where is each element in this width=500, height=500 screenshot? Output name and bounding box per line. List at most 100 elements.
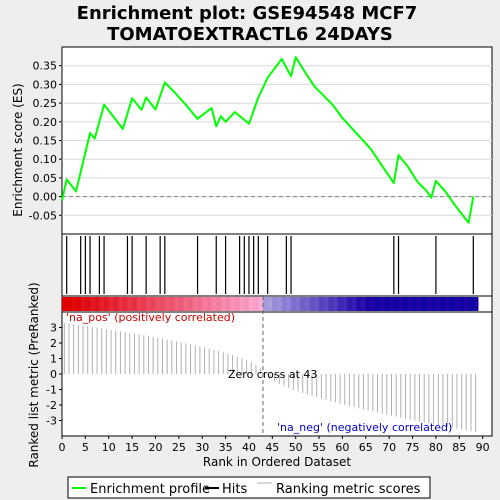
x-tick-label: 65 bbox=[359, 441, 373, 454]
metric-y-tick-label: -1 bbox=[46, 384, 57, 397]
zero-cross-label: Zero cross at 43 bbox=[228, 368, 317, 381]
color-bar-cell bbox=[192, 297, 199, 311]
color-bar-cell bbox=[384, 297, 390, 311]
color-bar-cell bbox=[136, 297, 142, 311]
color-bar-cell bbox=[351, 297, 357, 311]
color-bar-cell bbox=[197, 297, 203, 311]
color-bar-cell bbox=[122, 297, 128, 311]
es-y-tick-label: 0.10 bbox=[33, 153, 58, 166]
color-bar-cell bbox=[375, 297, 381, 311]
color-bar-cell bbox=[337, 297, 343, 311]
color-bar-cell bbox=[234, 297, 241, 311]
color-bar-cell bbox=[225, 297, 231, 311]
color-bar-cell bbox=[286, 297, 292, 311]
color-bar-cell bbox=[440, 297, 446, 311]
x-tick-label: 70 bbox=[382, 441, 396, 454]
color-bar-cell bbox=[463, 297, 470, 311]
color-bar-cell bbox=[239, 297, 245, 311]
metric-y-tick-label: -3 bbox=[46, 415, 57, 428]
color-bar-cell bbox=[230, 297, 236, 311]
color-bar-cell bbox=[253, 297, 259, 311]
x-tick-label: 40 bbox=[242, 441, 256, 454]
ranking-metric-series bbox=[63, 322, 477, 433]
x-tick-label: 20 bbox=[148, 441, 162, 454]
legend-box bbox=[67, 476, 431, 499]
x-tick-label: 85 bbox=[452, 441, 466, 454]
color-bar-cell bbox=[365, 297, 371, 311]
color-bar-cell bbox=[155, 297, 161, 311]
color-bar-cell bbox=[468, 297, 474, 311]
x-axis-label: Rank in Ordered Dataset bbox=[203, 455, 351, 469]
es-y-tick-label: 0.00 bbox=[33, 191, 58, 204]
es-y-tick-label: 0.35 bbox=[33, 60, 58, 73]
color-bar-cell bbox=[389, 297, 395, 311]
color-bar-cell bbox=[99, 297, 105, 311]
es-y-tick-label: 0.25 bbox=[33, 97, 58, 110]
color-bar-cell bbox=[356, 297, 362, 311]
metric-y-tick-label: 2 bbox=[50, 337, 57, 350]
x-tick-label: 25 bbox=[172, 441, 186, 454]
rank-color-bar bbox=[62, 297, 479, 311]
es-y-tick-label: 0.20 bbox=[33, 116, 58, 129]
color-bar-cell bbox=[188, 297, 194, 311]
neg-label: 'na_neg' (negatively correlated) bbox=[277, 421, 452, 434]
color-bar-cell bbox=[160, 297, 166, 311]
x-tick-label: 75 bbox=[406, 441, 420, 454]
es-y-tick-label: 0.30 bbox=[33, 78, 58, 91]
x-tick-label: 35 bbox=[219, 441, 233, 454]
x-tick-label: 0 bbox=[59, 441, 66, 454]
enrichment-profile-line bbox=[61, 56, 475, 224]
color-bar-cell bbox=[445, 297, 451, 311]
es-y-tick-label: -0.05 bbox=[29, 209, 57, 222]
color-bar-cell bbox=[319, 297, 325, 311]
x-ticks: 0 5 10 15 20 25 30 35 40 45 50 55 60 65 70 75 80 85 90 bbox=[59, 436, 490, 454]
color-bar-cell bbox=[421, 297, 428, 311]
color-bar-cell bbox=[370, 297, 376, 311]
x-tick-label: 50 bbox=[289, 441, 303, 454]
x-tick-label: 5 bbox=[82, 441, 89, 454]
metric-y-axis-label: Ranked list metric (PreRanked) bbox=[27, 282, 41, 467]
color-bar-cell bbox=[108, 297, 114, 311]
color-bar-cell bbox=[258, 297, 264, 311]
es-y-tick-label: 0.05 bbox=[33, 172, 58, 185]
color-bar-cell bbox=[76, 297, 82, 311]
legend: Enrichment profile Hits Ranking metric s… bbox=[67, 476, 431, 499]
x-tick-label: 55 bbox=[312, 441, 326, 454]
color-bar-cell bbox=[127, 297, 133, 311]
color-bar-cell bbox=[403, 297, 409, 311]
color-bar-cell bbox=[216, 297, 222, 311]
color-bar-cell bbox=[277, 297, 283, 311]
color-bar-cell bbox=[169, 297, 175, 311]
color-bar-cell bbox=[71, 297, 77, 311]
x-tick-label: 80 bbox=[429, 441, 443, 454]
color-bar-cell bbox=[426, 297, 432, 311]
color-bar-cell bbox=[164, 297, 170, 311]
color-bar-cell bbox=[146, 297, 152, 311]
color-bar-cell bbox=[248, 297, 255, 311]
color-bar-cell bbox=[132, 297, 138, 311]
color-bar-cell bbox=[323, 297, 329, 311]
legend-label-hits: Hits bbox=[222, 482, 247, 497]
es-y-ticks: -0.05 0.00 0.05 0.10 0.15 0.20 0.25 0.30 0.35 bbox=[29, 60, 62, 222]
color-bar-cell bbox=[272, 297, 278, 311]
color-bar-cell bbox=[459, 297, 465, 311]
metric-y-tick-label: 0 bbox=[50, 368, 57, 381]
color-bar-cell bbox=[113, 297, 119, 311]
color-bar-cell bbox=[104, 297, 110, 311]
es-y-axis-label: Enrichment score (ES) bbox=[11, 83, 25, 216]
color-bar-cell bbox=[202, 297, 208, 311]
color-bar-cell bbox=[141, 297, 147, 311]
x-tick-label: 45 bbox=[265, 441, 279, 454]
x-tick-label: 15 bbox=[125, 441, 139, 454]
color-bar-cell bbox=[118, 297, 124, 311]
color-bar-cell bbox=[473, 297, 479, 311]
color-bar-cell bbox=[262, 297, 269, 311]
color-bar-cell bbox=[449, 297, 456, 311]
chart-title-line2: TOMATOEXTRACTL6 24DAYS bbox=[107, 24, 393, 45]
metric-panel bbox=[61, 311, 493, 437]
x-tick-label: 10 bbox=[102, 441, 116, 454]
color-bar-cell bbox=[435, 297, 442, 311]
x-tick-label: 60 bbox=[335, 441, 349, 454]
